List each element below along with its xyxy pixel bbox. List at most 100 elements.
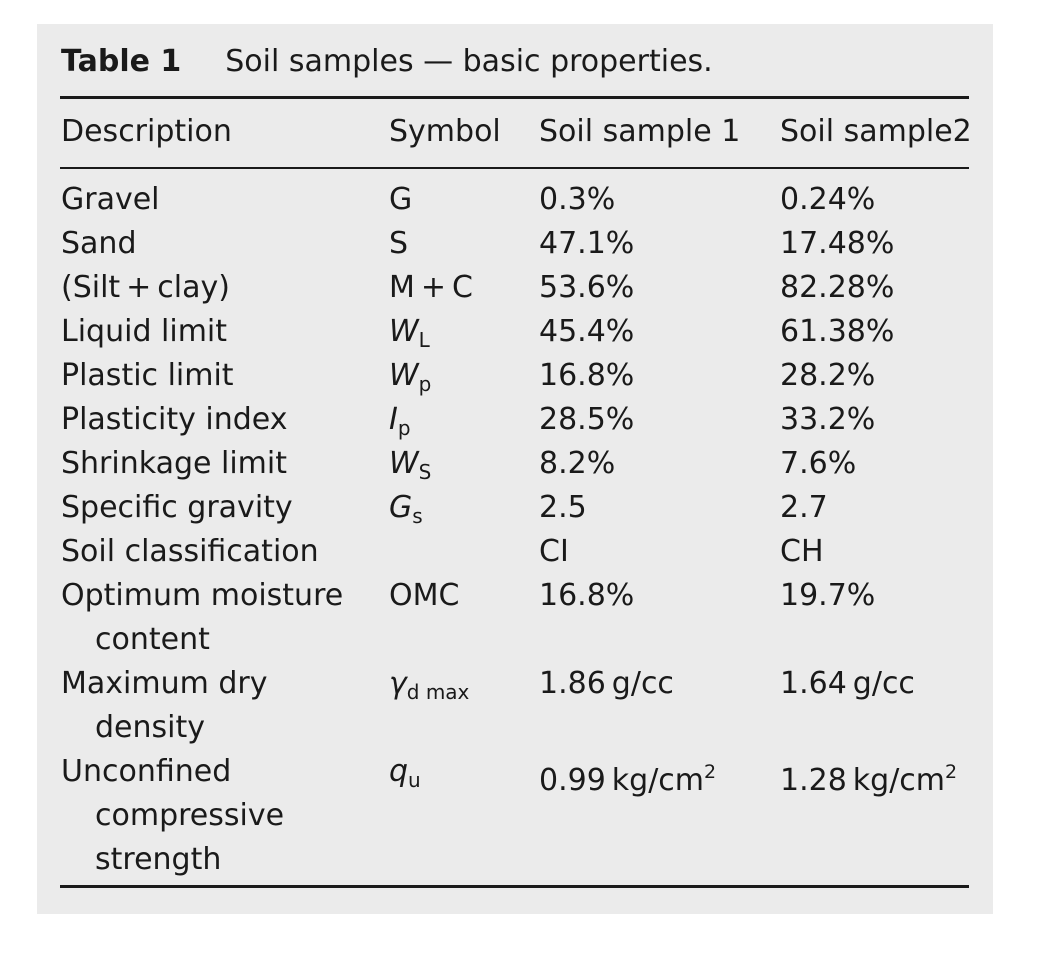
row-description: Shrinkage limit [61, 442, 287, 486]
header-symbol: Symbol [389, 114, 501, 149]
description-line: Maximum dry [61, 666, 268, 701]
row-soil-sample-1: 45.4% [539, 310, 634, 354]
value-text: CI [539, 534, 569, 569]
row-soil-sample-2: 0.24% [780, 178, 875, 222]
bottom-rule [60, 885, 969, 888]
value-text: CH [780, 534, 824, 569]
value-text: 0.24% [780, 182, 876, 217]
symbol-main: I [389, 402, 398, 437]
row-description: Sand [61, 222, 136, 266]
row-description: Liquid limit [61, 310, 227, 354]
row-symbol: Ip [389, 398, 411, 450]
row-description: (Silt + clay) [61, 266, 230, 310]
row-description: Specific gravity [61, 486, 293, 530]
header-rule [60, 167, 969, 169]
value-text: 47.1% [539, 226, 635, 261]
value-text: 19.7% [780, 578, 876, 613]
description-line: strength [95, 842, 222, 877]
symbol-main: q [389, 754, 409, 789]
symbol-main: W [389, 314, 419, 349]
row-description: Unconfined compressive strength [61, 750, 284, 882]
row-soil-sample-1: 16.8% [539, 354, 634, 398]
value-superscript: 2 [945, 761, 958, 783]
row-symbol: S [389, 222, 408, 266]
header-soil-sample-2: Soil sample2 [780, 114, 972, 149]
table-title: Soil samples — basic properties. [225, 44, 713, 79]
row-symbol: γd max [389, 662, 469, 714]
description-line: Shrinkage limit [61, 446, 287, 481]
table-caption: Table 1 Soil samples — basic properties. [61, 42, 713, 82]
row-soil-sample-1: 0.3% [539, 178, 615, 222]
value-text: 61.38% [780, 314, 895, 349]
row-description: Maximum dry density [61, 662, 267, 750]
description-line: Gravel [61, 182, 160, 217]
value-text: 1.28 kg/cm [780, 763, 946, 798]
row-symbol: WL [389, 310, 430, 362]
symbol-subscript: p [397, 416, 411, 440]
row-soil-sample-2: 17.48% [780, 222, 894, 266]
symbol-text: G [389, 182, 413, 217]
value-text: 0.99 kg/cm [539, 763, 705, 798]
row-soil-sample-1: 53.6% [539, 266, 634, 310]
value-text: 7.6% [780, 446, 857, 481]
description-line: density [95, 710, 205, 745]
row-symbol: qu [389, 750, 421, 802]
symbol-text: OMC [389, 578, 460, 613]
description-line: Soil classification [61, 534, 319, 569]
value-text: 16.8% [539, 578, 635, 613]
value-text: 8.2% [539, 446, 616, 481]
row-symbol: G [389, 178, 412, 222]
description-line: Plasticity index [61, 402, 288, 437]
symbol-text: S [389, 226, 409, 261]
value-text: 1.86 g/cc [539, 666, 674, 701]
row-soil-sample-1: 8.2% [539, 442, 615, 486]
row-symbol: WS [389, 442, 431, 494]
row-soil-sample-2: 2.7 [780, 486, 828, 530]
row-soil-sample-1: 16.8% [539, 574, 634, 618]
value-text: 2.7 [780, 490, 828, 525]
row-soil-sample-2: 28.2% [780, 354, 875, 398]
symbol-text: M + C [389, 270, 473, 305]
row-description: Soil classification [61, 530, 319, 574]
row-soil-sample-2: 33.2% [780, 398, 875, 442]
row-soil-sample-2: 61.38% [780, 310, 894, 354]
row-soil-sample-2: 1.28 kg/cm2 [780, 750, 957, 803]
value-text: 1.64 g/cc [780, 666, 915, 701]
symbol-main: W [389, 446, 419, 481]
row-description: Plastic limit [61, 354, 234, 398]
value-text: 2.5 [539, 490, 587, 525]
symbol-subscript: s [412, 504, 423, 528]
row-soil-sample-1: 47.1% [539, 222, 634, 266]
row-soil-sample-2: 19.7% [780, 574, 875, 618]
description-line: (Silt + clay) [61, 270, 230, 305]
value-text: 28.2% [780, 358, 876, 393]
description-line: Sand [61, 226, 137, 261]
description-line: Plastic limit [61, 358, 234, 393]
value-superscript: 2 [704, 761, 717, 783]
row-soil-sample-1: 28.5% [539, 398, 634, 442]
row-soil-sample-2: 7.6% [780, 442, 856, 486]
symbol-main: W [389, 358, 419, 393]
row-soil-sample-1: 0.99 kg/cm2 [539, 750, 716, 803]
value-text: 33.2% [780, 402, 876, 437]
value-text: 17.48% [780, 226, 895, 261]
top-rule [60, 96, 969, 99]
symbol-subscript: u [408, 768, 421, 792]
table-panel: Table 1 Soil samples — basic properties. … [37, 24, 993, 914]
value-text: 53.6% [539, 270, 635, 305]
table-label: Table 1 [61, 44, 182, 79]
row-symbol: Gs [389, 486, 423, 538]
value-text: 0.3% [539, 182, 616, 217]
description-line: Optimum moisture [61, 578, 344, 613]
row-soil-sample-2: 82.28% [780, 266, 894, 310]
row-symbol: Wp [389, 354, 431, 406]
row-description: Optimum moisture content [61, 574, 343, 662]
row-description: Plasticity index [61, 398, 288, 442]
row-symbol: OMC [389, 574, 459, 618]
row-soil-sample-1: 2.5 [539, 486, 587, 530]
row-soil-sample-2: 1.64 g/cc [780, 662, 915, 706]
row-symbol: M + C [389, 266, 473, 310]
symbol-subscript: L [418, 328, 430, 352]
header-description: Description [61, 114, 232, 149]
row-soil-sample-1: 1.86 g/cc [539, 662, 674, 706]
